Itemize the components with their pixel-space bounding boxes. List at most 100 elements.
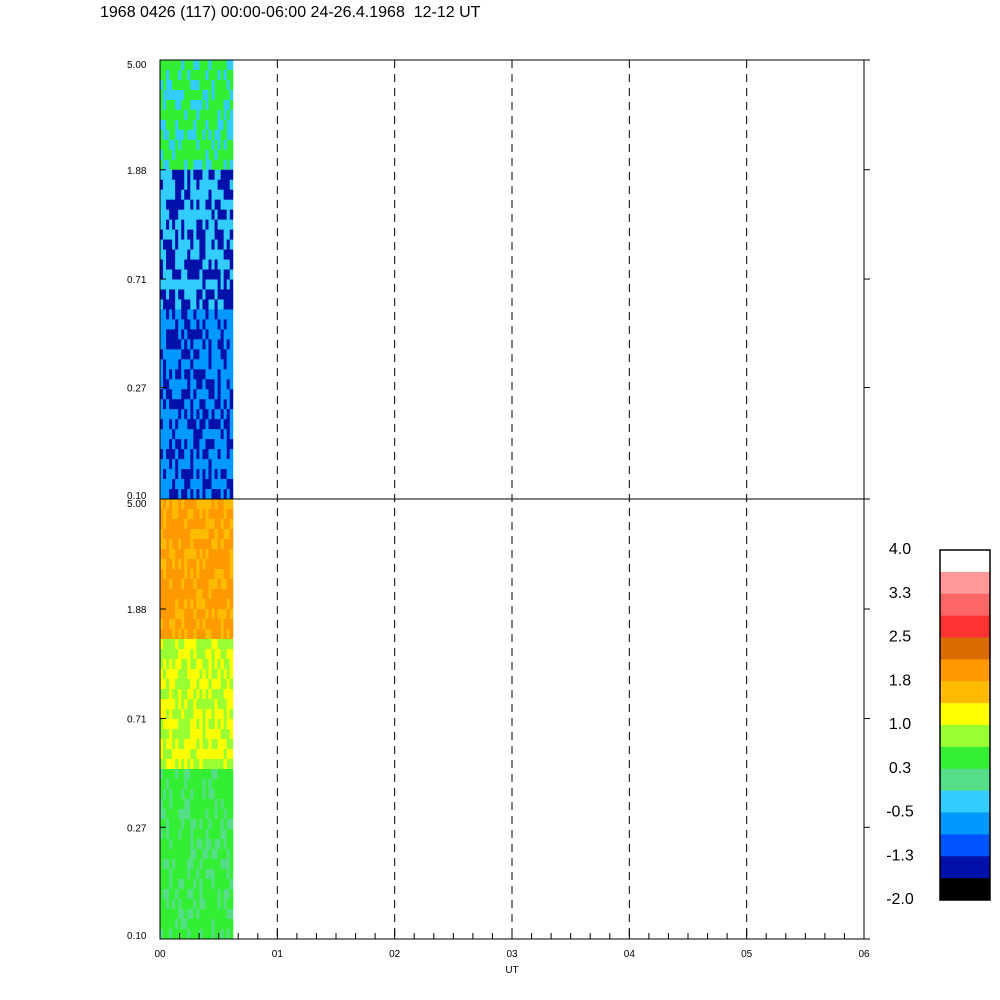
data-cell xyxy=(193,759,197,770)
data-cell xyxy=(211,99,216,111)
data-cell xyxy=(196,799,200,810)
data-cell xyxy=(163,749,167,760)
data-cell xyxy=(199,289,203,300)
data-cell xyxy=(229,649,234,660)
data-cell xyxy=(220,729,225,740)
data-cell xyxy=(196,669,200,680)
data-cell xyxy=(178,599,182,610)
data-cell xyxy=(202,119,206,131)
data-cell xyxy=(208,429,213,440)
data-cell xyxy=(160,759,164,770)
data-cell xyxy=(226,839,231,850)
data-cell xyxy=(226,279,231,290)
data-cell xyxy=(202,89,206,101)
data-cell xyxy=(160,399,164,410)
data-cell xyxy=(178,659,182,670)
data-cell xyxy=(217,899,222,910)
data-cell xyxy=(166,99,170,111)
data-cell xyxy=(160,479,164,490)
data-cell xyxy=(193,459,197,470)
data-cell xyxy=(172,379,176,390)
data-cell xyxy=(172,339,176,350)
data-cell xyxy=(202,599,206,610)
data-cell xyxy=(172,629,176,640)
data-cell xyxy=(187,669,191,680)
data-cell xyxy=(184,859,188,870)
data-cell xyxy=(190,429,194,440)
data-cell xyxy=(217,409,222,420)
data-cell xyxy=(220,79,225,91)
data-cell xyxy=(178,839,182,850)
data-cell xyxy=(193,629,197,640)
data-cell xyxy=(172,60,176,71)
data-cell xyxy=(181,299,185,310)
data-cell xyxy=(193,689,197,700)
data-cell xyxy=(184,149,188,161)
data-cell xyxy=(208,419,213,430)
data-cell xyxy=(184,499,188,510)
data-cell xyxy=(175,529,179,540)
data-cell xyxy=(160,629,164,640)
data-cell xyxy=(175,909,179,920)
data-cell xyxy=(160,139,164,151)
data-cell xyxy=(223,539,228,550)
data-cell xyxy=(199,159,203,171)
data-cell xyxy=(226,119,231,131)
data-cell xyxy=(226,169,231,181)
data-cell xyxy=(226,209,231,221)
data-cell xyxy=(217,809,222,820)
data-cell xyxy=(196,579,200,590)
data-cell xyxy=(208,919,213,930)
data-cell xyxy=(187,559,191,570)
data-cell xyxy=(187,179,191,191)
data-cell xyxy=(196,609,200,620)
data-cell xyxy=(163,339,167,350)
data-cell xyxy=(172,359,176,370)
data-cell xyxy=(166,699,170,710)
data-cell xyxy=(214,659,219,670)
data-cell xyxy=(181,79,185,91)
data-cell xyxy=(217,499,222,510)
data-cell xyxy=(211,359,216,370)
data-cell xyxy=(223,129,228,141)
data-cell xyxy=(205,569,209,580)
data-cell xyxy=(187,209,191,221)
colorbar-swatch xyxy=(940,681,990,704)
data-cell xyxy=(211,499,216,510)
data-cell xyxy=(172,649,176,660)
data-cell xyxy=(178,539,182,550)
data-cell xyxy=(181,269,185,280)
data-cell xyxy=(214,469,219,480)
data-cell xyxy=(199,469,203,480)
data-cell xyxy=(205,829,209,840)
data-cell xyxy=(175,119,179,131)
data-cell xyxy=(160,849,164,860)
data-cell xyxy=(181,239,185,251)
data-cell xyxy=(211,169,216,181)
data-cell xyxy=(226,159,231,171)
data-cell xyxy=(229,159,234,171)
data-cell xyxy=(196,759,200,770)
data-cell xyxy=(163,729,167,740)
data-cell xyxy=(208,929,213,940)
x-tick-label: 03 xyxy=(506,949,518,960)
data-cell xyxy=(226,129,231,141)
data-cell xyxy=(205,109,209,121)
data-cell xyxy=(172,99,176,111)
data-cell xyxy=(217,869,222,880)
data-cell xyxy=(184,419,188,430)
data-cell xyxy=(226,99,231,111)
data-cell xyxy=(220,509,225,520)
data-cell xyxy=(220,569,225,580)
data-cell xyxy=(166,429,170,440)
data-cell xyxy=(208,579,213,590)
data-cell xyxy=(205,439,209,450)
data-cell xyxy=(190,309,194,320)
data-cell xyxy=(178,849,182,860)
data-cell xyxy=(226,639,231,650)
data-cell xyxy=(202,199,206,211)
data-cell xyxy=(178,759,182,770)
data-cell xyxy=(187,409,191,420)
data-cell xyxy=(172,349,176,360)
data-cell xyxy=(211,779,216,790)
